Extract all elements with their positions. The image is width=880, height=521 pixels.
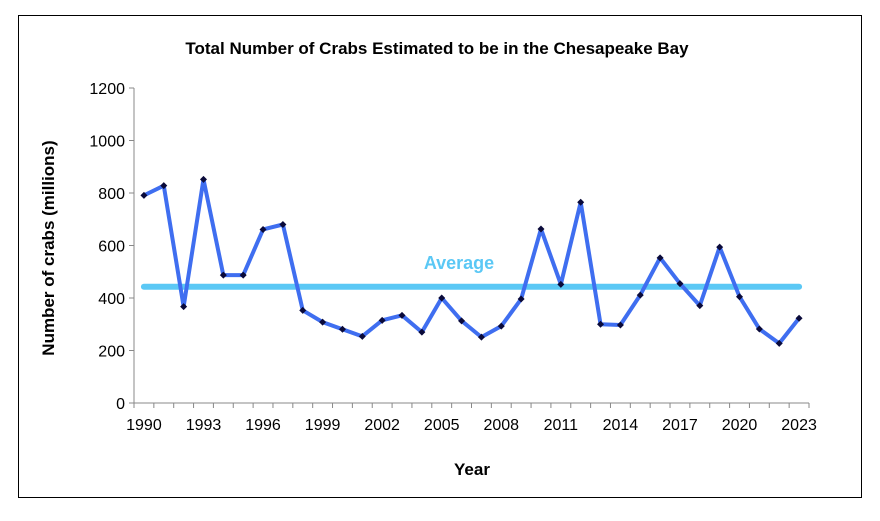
y-tick-label: 1000 <box>89 134 125 151</box>
x-tick-label: 2008 <box>483 417 519 434</box>
data-point-2015 <box>636 291 644 299</box>
data-point-1991 <box>160 182 168 190</box>
data-point-2008 <box>497 322 505 330</box>
x-tick-label: 1996 <box>245 417 281 434</box>
data-point-2016 <box>656 254 664 262</box>
chart-frame <box>18 15 862 498</box>
data-point-2011 <box>557 280 565 288</box>
data-point-2012 <box>577 198 585 206</box>
data-point-1992 <box>180 303 188 311</box>
data-point-2018 <box>696 302 704 310</box>
data-point-1994 <box>219 271 227 279</box>
x-tick-label: 2020 <box>722 417 758 434</box>
data-point-2020 <box>736 293 744 301</box>
x-tick-label: 2023 <box>781 417 817 434</box>
y-tick-label: 1200 <box>89 81 125 98</box>
data-point-2021 <box>755 325 763 333</box>
data-point-1997 <box>279 221 287 228</box>
y-tick-label: 0 <box>116 396 125 413</box>
x-axis-label: Year <box>454 460 490 479</box>
x-tick-label: 1990 <box>126 417 162 434</box>
data-point-2003 <box>398 311 406 319</box>
data-point-1996 <box>259 225 267 233</box>
data-point-2017 <box>676 280 684 288</box>
data-point-2004 <box>418 328 426 336</box>
x-tick-label: 2011 <box>544 417 579 434</box>
data-point-2014 <box>616 321 624 329</box>
y-tick-label: 800 <box>98 186 125 203</box>
data-point-1998 <box>299 306 307 314</box>
data-point-2002 <box>378 316 386 324</box>
data-point-2022 <box>775 339 783 347</box>
data-point-2019 <box>716 243 724 251</box>
data-point-2010 <box>537 225 545 233</box>
data-point-2000 <box>338 325 346 333</box>
y-tick-label: 600 <box>98 239 125 256</box>
x-tick-label: 2002 <box>364 417 400 434</box>
data-point-2007 <box>477 333 485 341</box>
data-point-2005 <box>438 294 446 302</box>
x-tick-label: 1993 <box>186 417 222 434</box>
data-point-2009 <box>517 295 525 303</box>
data-point-1993 <box>199 175 207 183</box>
y-axis-label: Number of crabs (millions) <box>39 140 58 355</box>
x-tick-label: 2017 <box>662 417 698 434</box>
data-point-2023 <box>795 314 803 322</box>
y-tick-label: 400 <box>98 291 125 308</box>
y-tick-label: 200 <box>98 344 125 361</box>
data-point-2013 <box>597 320 605 328</box>
chart-title: Total Number of Crabs Estimated to be in… <box>185 39 689 58</box>
series-line <box>143 177 801 346</box>
x-tick-label: 2005 <box>424 417 460 434</box>
x-tick-label: 2014 <box>603 417 639 434</box>
average-label: Average <box>424 253 494 273</box>
data-point-2001 <box>358 332 366 340</box>
x-tick-label: 1999 <box>305 417 341 434</box>
data-point-1995 <box>239 271 247 279</box>
data-point-2006 <box>458 317 466 325</box>
data-point-1999 <box>319 318 327 326</box>
data-point-1990 <box>140 191 148 199</box>
